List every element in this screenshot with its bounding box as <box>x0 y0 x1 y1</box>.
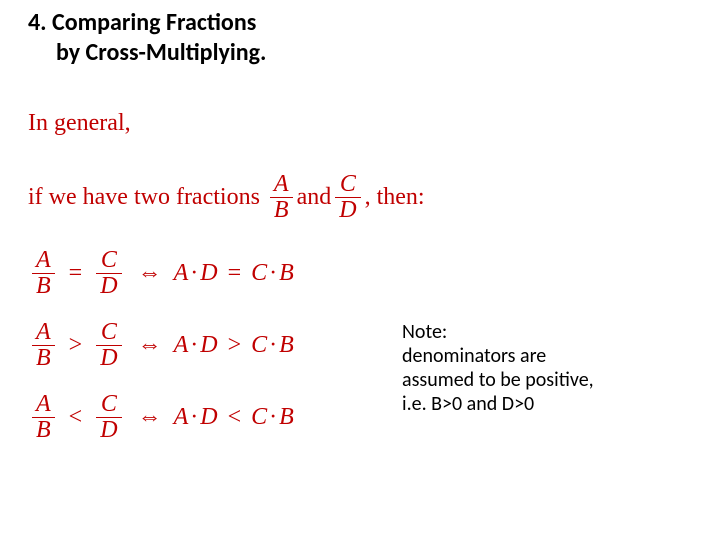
intro-line-1: In general, <box>28 110 131 137</box>
rhs-eq: A·D = C·B <box>174 260 294 287</box>
note-line-1: Note: <box>402 320 594 344</box>
lhs-frac-1: A B <box>32 392 55 443</box>
intro-prefix: if we have two fractions <box>28 184 260 211</box>
note-line-4: i.e. B>0 and D>0 <box>402 392 594 416</box>
title-line-2: by Cross-Multiplying. <box>28 38 266 68</box>
lhs-frac-2: C D <box>96 392 121 443</box>
rel-eq: = <box>69 260 83 287</box>
title-line-1: 4. Comparing Fractions <box>28 8 266 38</box>
equation-row-eq: A B = C D ⇔ A·D = C·B <box>28 248 294 299</box>
equation-row-gt: A B > C D ⇔ A·D > C·B <box>28 320 294 371</box>
lhs-frac-2: C D <box>96 320 121 371</box>
denominator-B: B <box>270 198 293 223</box>
iff-icon: ⇔ <box>138 332 162 359</box>
fraction-AB: A B <box>270 172 293 223</box>
denominator-D: D <box>335 198 360 223</box>
note-line-2: denominators are <box>402 344 594 368</box>
numerator-A: A <box>270 172 293 197</box>
rhs-lt: A·D < C·B <box>174 404 294 431</box>
intro-line-2: if we have two fractions A B and C D , t… <box>28 172 425 223</box>
numerator-C: C <box>336 172 360 197</box>
note-text: Note: denominators are assumed to be pos… <box>402 320 594 416</box>
equation-row-lt: A B < C D ⇔ A·D < C·B <box>28 392 294 443</box>
slide-title: 4. Comparing Fractions by Cross-Multiply… <box>28 8 266 68</box>
intro-suffix: , then: <box>365 184 425 211</box>
iff-icon: ⇔ <box>138 260 162 287</box>
fraction-CD: C D <box>335 172 360 223</box>
lhs-frac-1: A B <box>32 320 55 371</box>
rhs-gt: A·D > C·B <box>174 332 294 359</box>
note-line-3: assumed to be positive, <box>402 368 594 392</box>
rel-gt: > <box>69 332 83 359</box>
intro-and: and <box>297 184 332 211</box>
iff-icon: ⇔ <box>138 404 162 431</box>
lhs-frac-1: A B <box>32 248 55 299</box>
rel-lt: < <box>69 404 83 431</box>
lhs-frac-2: C D <box>96 248 121 299</box>
